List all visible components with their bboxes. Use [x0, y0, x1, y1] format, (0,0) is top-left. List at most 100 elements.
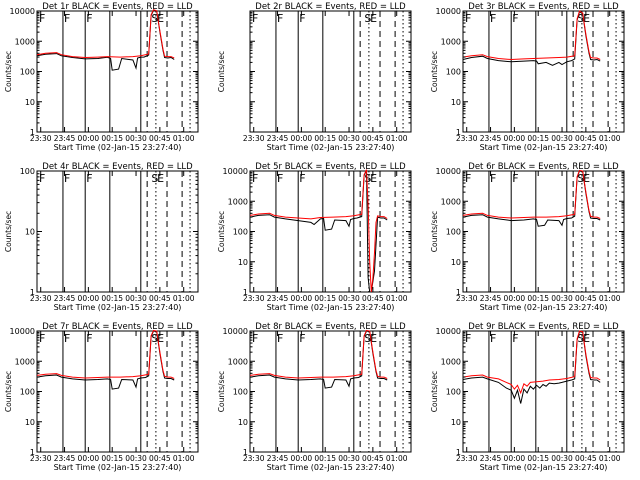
x-tick-label: 00:00 [78, 134, 100, 143]
y-axis-label: Counts/sec [430, 211, 439, 252]
x-tick-label: 01:00 [599, 454, 621, 463]
x-tick-label: 00:45 [575, 294, 597, 303]
x-tick-label: 00:30 [125, 454, 147, 463]
x-tick-label: 00:30 [551, 454, 573, 463]
flag-label: E [583, 332, 590, 345]
x-tick-label: 00:15 [101, 134, 123, 143]
x-tick-label: 23:45 [480, 134, 502, 143]
series-line-lld [36, 329, 175, 379]
x-tick-label: 23:30 [456, 294, 478, 303]
x-tick-label: 23:30 [30, 294, 52, 303]
series-line-lld [249, 169, 388, 293]
y-tick-label: 10000 [10, 327, 35, 336]
flag-label: F [86, 332, 92, 345]
y-axis-label: Counts/sec [430, 371, 439, 412]
plot-frame [249, 10, 412, 133]
x-tick-label: 00:30 [338, 454, 360, 463]
x-tick-label: 00:15 [314, 294, 336, 303]
x-tick-label: 00:15 [314, 454, 336, 463]
x-tick-label: 23:30 [243, 134, 265, 143]
x-tick-label: 23:30 [243, 454, 265, 463]
flag-label: S [151, 332, 158, 345]
y-tick-label: 1 [243, 448, 248, 457]
x-tick-label: 23:45 [480, 294, 502, 303]
plot-frame [36, 330, 199, 453]
x-tick-label: 00:00 [504, 294, 526, 303]
y-axis-label: Counts/sec [217, 371, 226, 412]
x-axis-label: Start Time (02-Jan-15 23:27:40) [54, 303, 182, 312]
x-axis-label: Start Time (02-Jan-15 23:27:40) [54, 143, 182, 152]
x-tick-label: 23:30 [456, 134, 478, 143]
y-tick-label: 10 [451, 258, 461, 267]
chart-title: Det 2r BLACK = Events, RED = LLD [255, 2, 406, 12]
x-tick-label: 01:00 [599, 294, 621, 303]
plot-frame [462, 330, 625, 453]
y-tick-label: 1000 [15, 37, 35, 46]
y-axis-label: Counts/sec [4, 371, 13, 412]
chart-title: Det 9r BLACK = Events, RED = LLD [468, 322, 619, 332]
flag-label: S [364, 172, 371, 185]
y-tick-label: 1000 [441, 197, 461, 206]
y-axis-label: Counts/sec [217, 51, 226, 92]
flag-label: F [299, 172, 305, 185]
y-tick-label: 1 [456, 128, 461, 137]
y-tick-label: 10 [451, 418, 461, 427]
plot-frame [249, 330, 412, 453]
x-tick-label: 00:30 [338, 294, 360, 303]
x-tick-label: 23:45 [267, 454, 289, 463]
flag-label: F [299, 332, 305, 345]
flag-label: F [277, 172, 283, 185]
y-tick-label: 100 [20, 167, 35, 176]
flag-label: F [64, 332, 70, 345]
y-tick-label: 10 [25, 98, 35, 107]
y-tick-label: 100 [233, 228, 248, 237]
x-tick-label: 01:00 [173, 294, 195, 303]
y-tick-label: 1 [30, 288, 35, 297]
y-tick-label: 1 [30, 128, 35, 137]
x-tick-label: 00:00 [78, 294, 100, 303]
y-tick-label: 1000 [228, 197, 248, 206]
x-tick-label: 00:45 [362, 294, 384, 303]
flag-label: E [157, 332, 164, 345]
x-tick-label: 01:00 [386, 454, 408, 463]
y-tick-label: 10 [238, 418, 248, 427]
flag-label: F [512, 12, 518, 25]
x-tick-label: 23:45 [54, 454, 76, 463]
flag-label: F [39, 332, 45, 345]
x-axis-label: Start Time (02-Jan-15 23:27:40) [267, 463, 395, 472]
y-tick-label: 100 [233, 388, 248, 397]
y-axis-label: Counts/sec [4, 211, 13, 252]
flag-label: F [252, 172, 258, 185]
flag-label: E [157, 12, 164, 25]
y-tick-label: 100 [446, 228, 461, 237]
series-line-events [249, 170, 388, 293]
x-tick-label: 00:45 [149, 134, 171, 143]
x-tick-label: 00:45 [575, 454, 597, 463]
x-tick-label: 00:00 [504, 454, 526, 463]
flag-label: F [86, 172, 92, 185]
y-tick-label: 100 [446, 388, 461, 397]
flag-label: F [465, 172, 471, 185]
chart-title: Det 7r BLACK = Events, RED = LLD [42, 322, 193, 332]
series-line-lld [462, 169, 601, 219]
x-tick-label: 23:45 [480, 454, 502, 463]
flag-label: F [64, 172, 70, 185]
flag-label: F [512, 172, 518, 185]
flag-label: F [512, 332, 518, 345]
x-tick-label: 00:45 [575, 134, 597, 143]
flag-label: E [583, 12, 590, 25]
flag-label: S [151, 172, 158, 185]
y-tick-label: 1000 [228, 357, 248, 366]
x-tick-label: 23:30 [456, 454, 478, 463]
flag-label: F [465, 12, 471, 25]
x-tick-label: 00:00 [291, 134, 313, 143]
series-line-lld [36, 9, 175, 59]
plot-frame [462, 10, 625, 133]
